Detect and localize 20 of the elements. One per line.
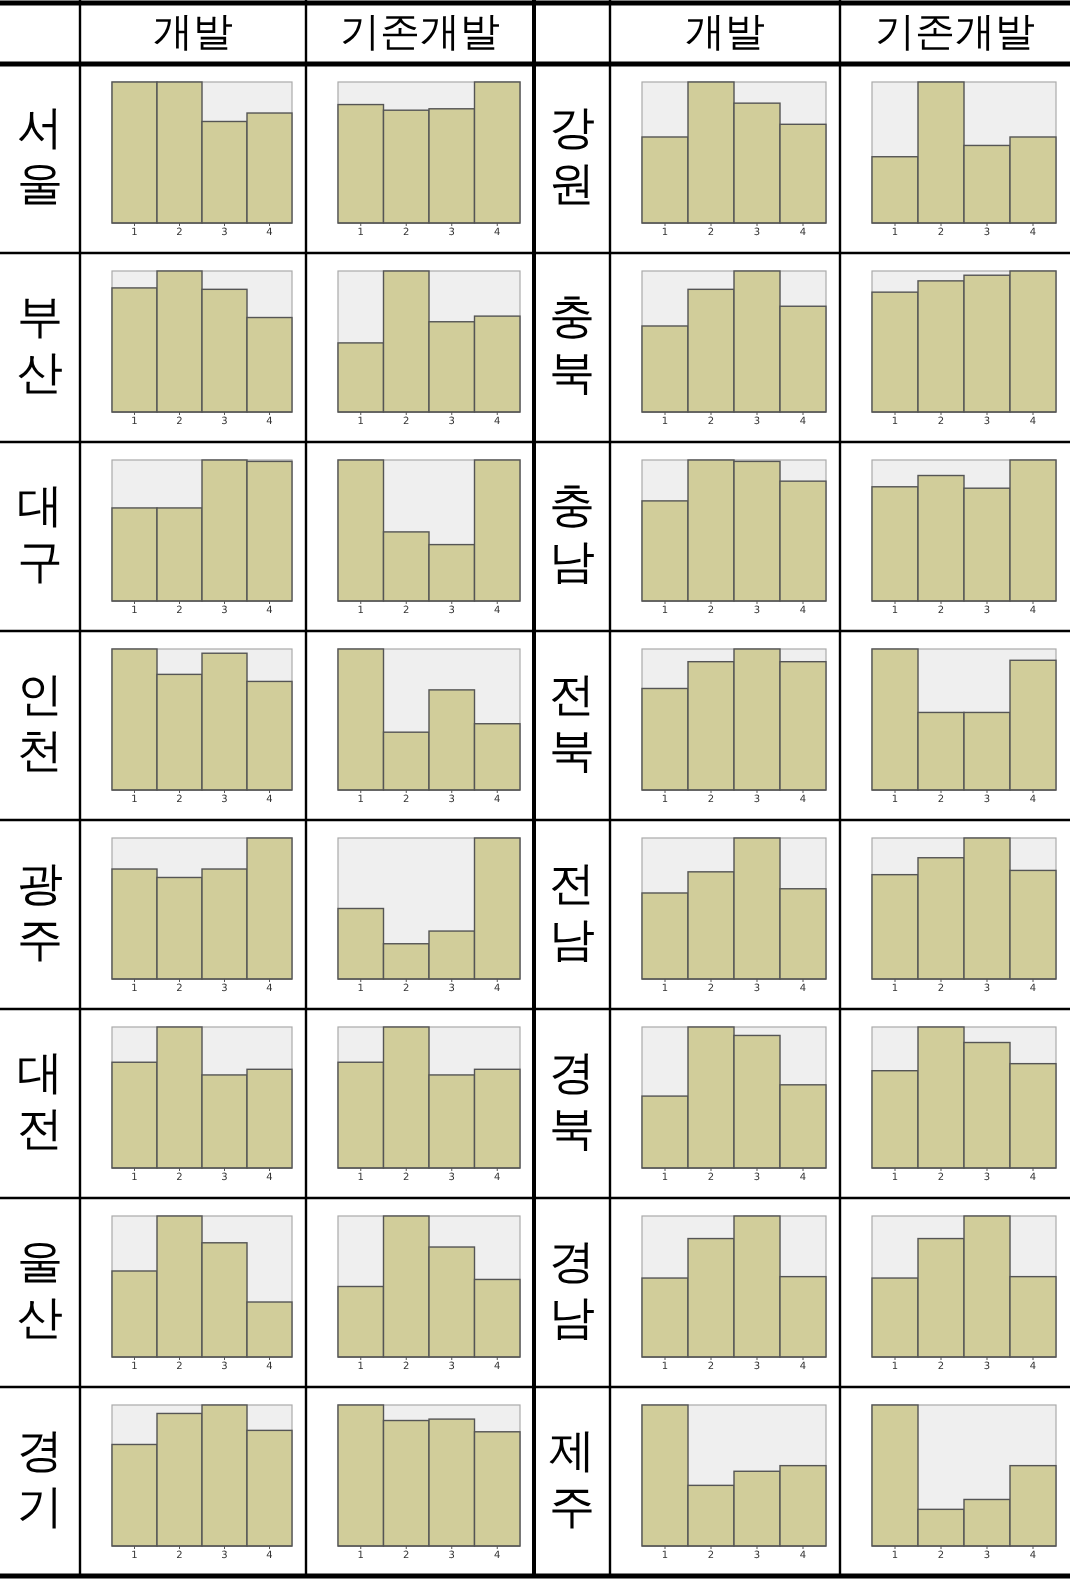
text: 광주 [17,859,63,968]
text: 부산 [17,292,63,401]
text: 대구 [17,481,63,590]
text: 인천 [17,670,63,779]
text: 서울 [17,103,63,212]
text: 기존개발 [340,6,500,55]
text: 개발 [153,6,233,55]
text: 경기 [17,1426,63,1535]
text: 경남 [549,1237,595,1346]
text: 경북 [549,1048,595,1157]
text: 전남 [549,859,595,968]
text: 충북 [549,292,595,401]
text: 대전 [17,1048,63,1157]
text: 전북 [549,670,595,779]
text: 울산 [17,1237,63,1346]
text: 제주 [549,1426,595,1535]
text: 기존개발 [875,6,1035,55]
text: 충남 [549,481,595,590]
text: 강원 [549,103,595,212]
text: 개발 [685,6,765,55]
